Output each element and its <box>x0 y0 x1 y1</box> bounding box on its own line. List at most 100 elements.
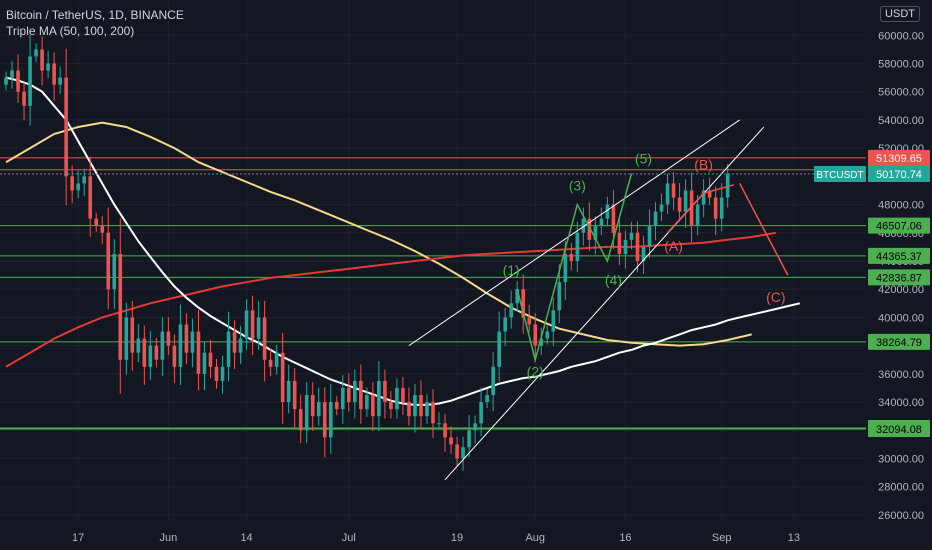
candle-body <box>395 387 399 410</box>
x-tick-label: 16 <box>619 532 631 544</box>
level-price-label: 44365.37 <box>876 251 922 263</box>
candle-body <box>533 324 538 346</box>
candle-body <box>76 183 80 191</box>
candle-body <box>419 395 423 417</box>
candle-body <box>485 395 489 403</box>
candle-body <box>82 176 86 184</box>
candle-body <box>148 345 153 367</box>
candle-body <box>401 387 405 403</box>
candle-body <box>593 225 598 240</box>
candle-body <box>28 56 32 106</box>
candle-body <box>683 190 688 212</box>
candle-body <box>377 380 381 417</box>
candle-body <box>539 338 544 346</box>
candle-body <box>154 345 159 360</box>
level-price-label: 42836.87 <box>876 272 922 284</box>
level-price-tag <box>868 217 930 234</box>
symbol-tag <box>814 165 866 182</box>
wave-label: (4) <box>605 272 622 288</box>
currency-button[interactable]: USDT <box>880 6 920 22</box>
candle-body <box>226 331 231 367</box>
candle-body <box>575 232 580 261</box>
candle-body <box>256 317 261 339</box>
symbol-tag-label: BTCUSDT <box>816 170 863 181</box>
current-price-tag <box>868 165 930 182</box>
candle-body <box>389 402 393 410</box>
candle-body <box>617 232 622 254</box>
candle-body <box>611 204 616 233</box>
channel-line <box>444 126 765 481</box>
candle-body <box>503 317 507 332</box>
candle-body <box>166 331 171 346</box>
level-price-tag <box>868 269 930 286</box>
candle-body <box>286 380 291 403</box>
candle-body <box>491 366 495 396</box>
candle-body <box>515 289 519 304</box>
current-price-label: 50170.74 <box>876 169 922 181</box>
candle-body <box>232 331 237 353</box>
x-tick-label: 14 <box>240 532 252 544</box>
candle-body <box>94 218 99 226</box>
chart-legend: Bitcoin / TetherUS, 1D, BINANCE Triple M… <box>6 7 184 39</box>
candle-body <box>298 409 303 431</box>
ma100-line <box>5 121 752 347</box>
candle-body <box>64 77 68 177</box>
y-tick-label: 58000.00 <box>878 58 924 70</box>
level-price-label: 32094.08 <box>876 424 922 436</box>
y-tick-label: 26000.00 <box>878 510 924 522</box>
candle-body <box>106 232 111 290</box>
candle-body <box>304 395 309 431</box>
candle-body <box>437 423 441 425</box>
candle-body <box>689 190 694 226</box>
candle-body <box>431 402 435 424</box>
candle-body <box>521 289 526 318</box>
candle-body <box>124 317 129 360</box>
candle-body <box>677 197 682 212</box>
candle-body <box>347 387 351 403</box>
candle-body <box>52 63 56 85</box>
candle-body <box>208 352 213 367</box>
candle-body <box>136 338 141 353</box>
candle-body <box>262 317 267 360</box>
candle-body <box>443 423 447 438</box>
candle-body <box>160 331 165 360</box>
candle-body <box>587 218 592 240</box>
candle-body <box>701 190 706 205</box>
candle-body <box>473 423 477 431</box>
candle-body <box>10 70 14 78</box>
candle-body <box>467 430 471 448</box>
x-tick-label: Aug <box>525 532 545 544</box>
y-tick-label: 56000.00 <box>878 87 924 99</box>
candle-body <box>280 352 285 403</box>
wave-label: (2) <box>527 364 544 380</box>
candle-body <box>4 77 8 85</box>
candle-body <box>635 232 640 261</box>
ma200-line <box>5 231 776 368</box>
symbol-title[interactable]: Bitcoin / TetherUS, 1D, BINANCE <box>6 8 184 22</box>
candle-body <box>100 225 105 233</box>
candle-body <box>46 63 50 71</box>
level-price-tag <box>868 247 930 264</box>
candle-body <box>40 49 44 71</box>
candle-body <box>407 402 411 417</box>
indicator-title[interactable]: Triple MA (50, 100, 200) <box>6 24 135 38</box>
candle-body <box>322 402 327 438</box>
candle-body <box>142 338 147 367</box>
candle-body <box>383 380 387 403</box>
candle-body <box>130 317 135 353</box>
candle-body <box>34 49 38 57</box>
candle-body <box>455 444 459 459</box>
candle-body <box>310 395 315 417</box>
candle-body <box>250 310 255 339</box>
y-tick-label: 48000.00 <box>878 200 924 212</box>
candle-body <box>665 183 670 205</box>
candle-body <box>118 253 123 360</box>
candle-body <box>497 331 501 367</box>
candle-body <box>268 359 273 367</box>
candle-body <box>244 310 249 339</box>
candle-body <box>563 253 568 283</box>
candle-body <box>425 402 429 417</box>
candle-body <box>545 331 550 339</box>
